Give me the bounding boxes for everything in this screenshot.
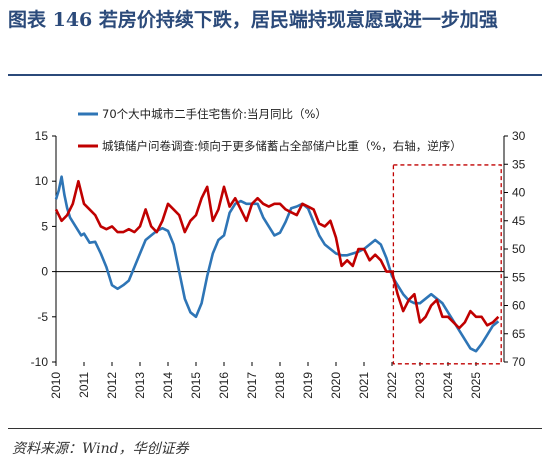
y-right-tick-label: 70	[512, 355, 526, 369]
x-tick-label: 2025	[469, 372, 483, 399]
y-left-tick-label: 10	[35, 174, 49, 188]
x-tick-label: 2021	[357, 372, 371, 399]
x-tick-label: 2017	[245, 372, 259, 399]
highlight-box	[392, 164, 502, 365]
series-line-price	[54, 175, 500, 353]
y-left-tick-label: 15	[35, 129, 49, 143]
series-line-savings	[54, 179, 500, 330]
source-divider	[8, 428, 542, 429]
y-right-tick-label: 45	[512, 214, 526, 228]
y-left-tick-label: 5	[41, 219, 48, 233]
y-right-tick-label: 50	[512, 242, 526, 256]
x-tick-label: 2016	[217, 372, 231, 399]
legend-label-savings: 城镇储户问卷调查:倾向于更多储蓄占全部储户比重（%，右轴，逆序）	[102, 139, 462, 153]
source-note: 资料来源：Wind，华创证券	[12, 441, 189, 457]
y-right-tick-label: 55	[512, 270, 526, 284]
y-left-tick-label: 0	[41, 265, 48, 279]
x-tick-label: 2013	[133, 372, 147, 399]
legend-label-price: 70个大中城市二手住宅售价:当月同比（%）	[102, 107, 327, 121]
y-right-tick-label: 65	[512, 327, 526, 341]
x-tick-label: 2012	[105, 372, 119, 399]
figure-title: 图表 146 若房价持续下跌，居民端持现意愿或进一步加强	[8, 9, 498, 31]
x-tick-label: 2015	[189, 372, 203, 399]
legend: 70个大中城市二手住宅售价:当月同比（%） 城镇储户问卷调查:倾向于更多储蓄占全…	[78, 107, 462, 153]
x-tick-label: 2020	[329, 372, 343, 399]
y-right-tick-label: 35	[512, 157, 526, 171]
x-tick-label: 2010	[49, 372, 63, 399]
y-left-tick-label: -10	[31, 355, 49, 369]
x-tick-label: 2018	[273, 372, 287, 399]
x-tick-label: 2024	[441, 372, 455, 399]
x-tick-label: 2011	[77, 372, 91, 398]
x-tick-label: 2014	[161, 372, 175, 399]
title-divider	[8, 74, 542, 76]
x-tick-label: 2019	[301, 372, 315, 399]
x-tick-label: 2023	[413, 372, 427, 399]
x-tick-label: 2022	[385, 372, 399, 399]
y-right-tick-label: 60	[512, 299, 526, 313]
y-right-tick-label: 40	[512, 186, 526, 200]
y-right-tick-label: 30	[512, 129, 526, 143]
y-left-tick-label: -5	[37, 310, 48, 324]
